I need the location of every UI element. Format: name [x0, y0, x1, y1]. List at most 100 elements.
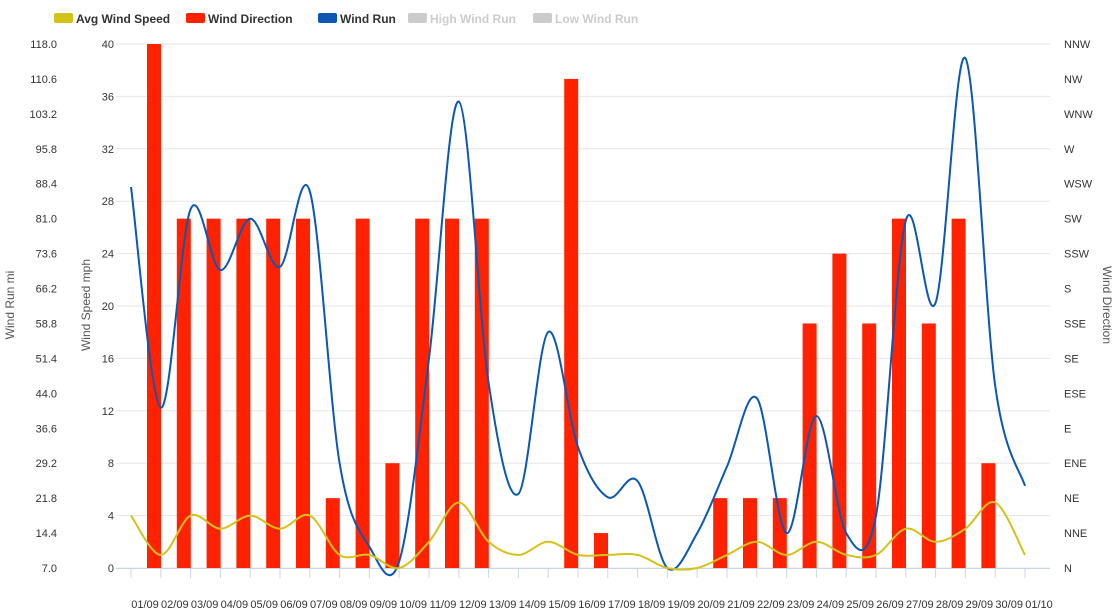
legend-label: Wind Direction: [208, 12, 293, 26]
wind-direction-axis-ticks: NNW NW WNW W WSW SW SSW S SSE SE ESE E ENE NE NNE N: [1064, 39, 1093, 575]
wind-direction-bar[interactable]: [802, 323, 817, 568]
wind-direction-tick-label: NE: [1064, 493, 1079, 505]
wind-run-tick-label: 58.8: [36, 318, 57, 330]
wind-direction-bar[interactable]: [147, 44, 161, 568]
wind-direction-tick-label: ESE: [1064, 388, 1086, 400]
date-tick-label: 16/09: [578, 599, 606, 611]
wind-speed-tick-label: 32: [102, 144, 114, 156]
wind-direction-bar[interactable]: [176, 218, 191, 568]
wind-run-tick-label: 14.4: [36, 528, 57, 540]
wind-direction-bar[interactable]: [325, 498, 340, 568]
wind-direction-bar[interactable]: [862, 323, 877, 568]
avg-wind-speed-line[interactable]: [130, 501, 1026, 571]
date-tick-label: 11/09: [430, 599, 457, 611]
legend-item-wind-run[interactable]: Wind Run: [318, 12, 396, 26]
wind-speed-tick-label: 8: [108, 458, 114, 470]
legend-swatch: [318, 13, 337, 23]
wind-direction-tick-label: SSE: [1064, 318, 1086, 330]
wind-direction-bar[interactable]: [594, 533, 608, 568]
date-tick-label: 05/09: [250, 599, 278, 611]
wind-speed-tick-label: 4: [108, 511, 114, 523]
wind-direction-tick-label: E: [1064, 423, 1071, 435]
wind-run-axis-ticks: 118.0 110.6 103.2 95.8 88.4 81.0 73.6 66.2 58.8 5…: [29, 39, 57, 575]
wind-run-tick-label: 7.0: [42, 563, 57, 575]
legend-item-low-wind-run[interactable]: Low Wind Run: [533, 12, 638, 26]
legend-label: High Wind Run: [430, 12, 516, 26]
wind-direction-bar[interactable]: [713, 498, 728, 568]
wind-direction-bar[interactable]: [445, 218, 459, 568]
wind-direction-tick-label: W: [1064, 144, 1075, 156]
wind-run-tick-label: 103.2: [29, 109, 57, 121]
date-tick-label: 21/09: [727, 599, 755, 611]
legend-label: Low Wind Run: [555, 12, 638, 26]
wind-direction-bar[interactable]: [266, 218, 281, 568]
date-tick-label: 24/09: [817, 599, 845, 611]
wind-run-tick-label: 88.4: [36, 179, 57, 191]
wind-speed-tick-label: 0: [108, 563, 114, 575]
wind-direction-bar[interactable]: [355, 218, 370, 568]
wind-direction-tick-label: WNW: [1064, 109, 1093, 121]
date-axis-ticks: 01/09 02/09 03/09 04/09 05/09 06/09 07/09 08/09…: [130, 568, 1053, 611]
wind-speed-tick-label: 40: [102, 39, 114, 51]
wind-direction-bar[interactable]: [921, 323, 936, 568]
wind-direction-tick-label: NW: [1064, 74, 1083, 86]
wind-run-tick-label: 36.6: [36, 423, 57, 435]
wind-direction-tick-label: WSW: [1064, 179, 1093, 191]
date-tick-label: 06/09: [280, 599, 308, 611]
date-tick-label: 12/09: [459, 599, 487, 611]
wind-direction-bar[interactable]: [296, 218, 310, 568]
date-tick-label: 08/09: [340, 599, 368, 611]
wind-direction-bar[interactable]: [772, 498, 787, 568]
wind-speed-tick-label: 36: [102, 91, 114, 103]
date-tick-label: 27/09: [906, 599, 934, 611]
date-tick-label: 22/09: [757, 599, 785, 611]
wind-direction-bar[interactable]: [832, 253, 847, 568]
legend-label: Avg Wind Speed: [76, 12, 170, 26]
date-tick-label: 19/09: [668, 599, 696, 611]
date-tick-label: 10/09: [399, 599, 427, 611]
grid-lines: [116, 43, 1050, 569]
date-tick-label: 15/09: [548, 599, 576, 611]
date-tick-label: 29/09: [966, 599, 994, 611]
wind-direction-tick-label: N: [1064, 563, 1072, 575]
wind-direction-tick-label: ENE: [1064, 458, 1087, 470]
wind-direction-tick-label: NNE: [1064, 528, 1087, 540]
wind-direction-axis-title: Wind Direction: [1100, 266, 1114, 344]
date-tick-label: 18/09: [638, 599, 666, 611]
date-tick-label: 01/10: [1025, 599, 1053, 611]
wind-direction-bar[interactable]: [951, 218, 966, 568]
wind-direction-tick-label: S: [1064, 284, 1071, 296]
wind-run-tick-label: 95.8: [36, 144, 57, 156]
wind-speed-axis-title: Wind Speed mph: [79, 259, 93, 351]
legend-item-wind-direction[interactable]: Wind Direction: [186, 12, 293, 26]
wind-speed-tick-label: 20: [102, 301, 114, 313]
legend-item-avg-wind-speed[interactable]: Avg Wind Speed: [54, 12, 170, 26]
wind-direction-tick-label: SSW: [1064, 249, 1090, 261]
date-tick-label: 04/09: [221, 599, 249, 611]
wind-run-tick-label: 44.0: [36, 388, 57, 400]
wind-direction-bar[interactable]: [206, 218, 221, 568]
wind-direction-bar[interactable]: [474, 218, 489, 568]
series-lines: [130, 57, 1026, 577]
wind-direction-bar[interactable]: [236, 218, 251, 568]
wind-direction-bar[interactable]: [981, 463, 996, 568]
wind-direction-bar[interactable]: [385, 463, 400, 568]
date-tick-label: 13/09: [489, 599, 517, 611]
date-tick-label: 26/09: [876, 599, 904, 611]
date-tick-label: 25/09: [846, 599, 874, 611]
wind-run-tick-label: 51.4: [36, 353, 57, 365]
date-tick-label: 28/09: [936, 599, 964, 611]
date-tick-label: 17/09: [608, 599, 636, 611]
wind-speed-tick-label: 16: [102, 353, 114, 365]
wind-run-line[interactable]: [130, 57, 1026, 577]
date-tick-label: 14/09: [519, 599, 547, 611]
wind-direction-bar[interactable]: [564, 78, 579, 568]
wind-direction-bar[interactable]: [743, 498, 757, 568]
wind-direction-tick-label: NNW: [1064, 39, 1091, 51]
wind-run-tick-label: 29.2: [36, 458, 57, 470]
wind-run-axis-title: Wind Run mi: [3, 271, 17, 340]
wind-direction-bar[interactable]: [415, 218, 430, 568]
legend-item-high-wind-run[interactable]: High Wind Run: [408, 12, 516, 26]
